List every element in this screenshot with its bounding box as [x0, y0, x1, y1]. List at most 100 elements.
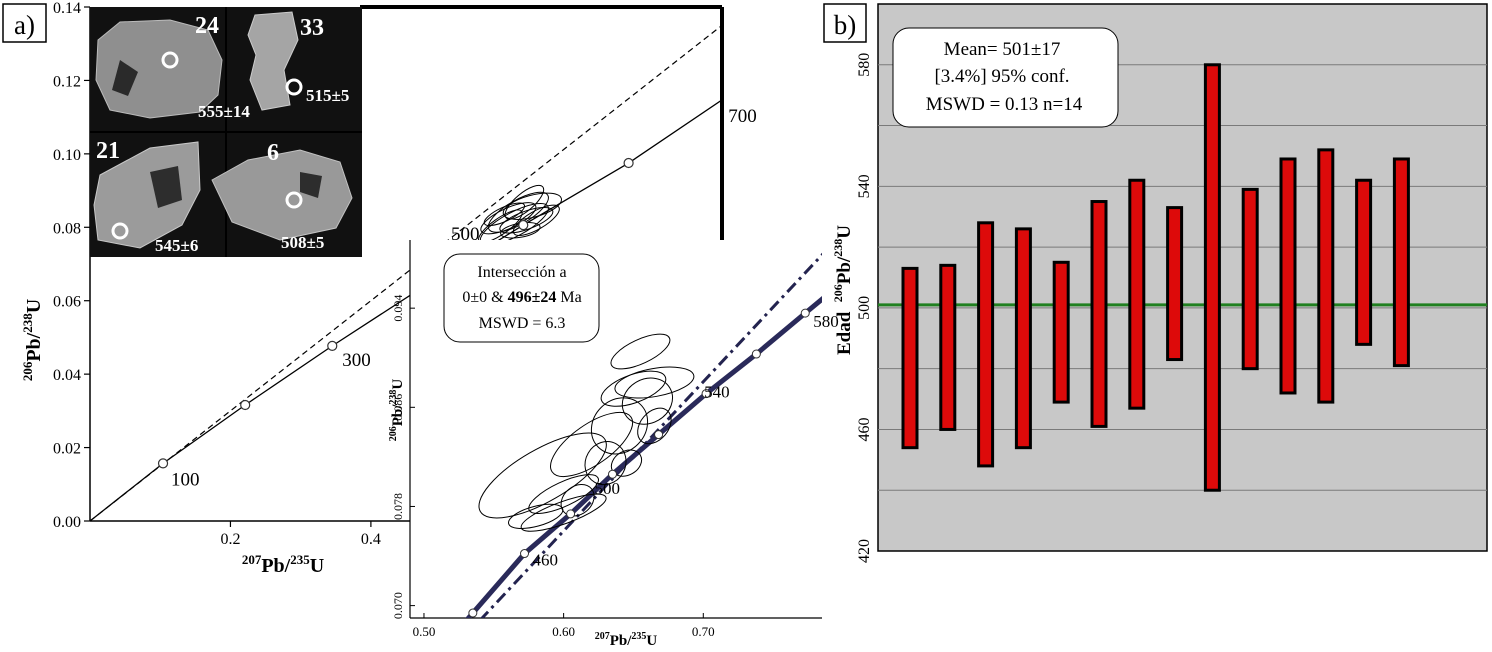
panel-a-x-axis-title: 207Pb/235U	[242, 552, 324, 577]
concordia-age-label: 700	[728, 106, 757, 127]
age-error-bar	[901, 266, 919, 450]
panel-b-annotation-box	[892, 27, 1119, 128]
panel-b-annotation-line2: [3.4%] 95% conf.	[934, 66, 1069, 87]
zoom-x-tick-label: 0.50	[413, 624, 436, 639]
concordia-age-point	[518, 219, 529, 231]
zoom-y-tick-label: 0.078	[391, 493, 405, 520]
error-ellipse	[504, 184, 545, 220]
grain-33-shape	[247, 11, 299, 111]
error-ellipse	[502, 192, 562, 220]
age-error-bar	[977, 221, 995, 468]
age-error-bar	[1317, 148, 1335, 404]
zoom-y-tick-label: 0.070	[391, 592, 405, 619]
zoom-inset-x-axis-title: 207Pb/235U	[595, 631, 658, 649]
age-error-bar	[1392, 157, 1410, 368]
concordia-age-point	[468, 608, 478, 618]
error-ellipse	[528, 474, 599, 514]
concordia-age-point	[701, 389, 711, 399]
y-tick-label: 460	[856, 417, 873, 441]
zoom-inset-annotation-line2: 0±0 & 496±24 Ma	[462, 289, 581, 306]
zoom-x-tick-label: 0.70	[692, 624, 715, 639]
zoom-y-tick-label: 0.094	[391, 295, 405, 322]
grain-6-void	[300, 172, 322, 198]
error-ellipse	[483, 202, 526, 227]
concordia-age-point	[654, 430, 664, 440]
error-ellipse	[590, 397, 649, 455]
zoom-inset-annotation-line1: Intersección a	[477, 264, 566, 281]
zoom-inset-annotation-box	[443, 253, 600, 343]
grain-age-label: 555±14	[198, 102, 250, 121]
y-tick-label: 0.08	[53, 220, 81, 237]
grain-id-label: 21	[96, 138, 120, 164]
error-ellipse	[508, 503, 564, 529]
y-tick-label: 0.14	[53, 0, 81, 17]
panel-b-label-box	[823, 3, 867, 43]
error-ellipse	[560, 483, 595, 517]
zoom-x-tick-label: 0.60	[552, 624, 575, 639]
concordia-age-point	[327, 340, 338, 351]
concordia-age-label: 460	[533, 551, 559, 570]
y-tick-label: 540	[856, 174, 873, 198]
error-ellipse	[584, 441, 627, 486]
panel-b-bar-chart: b) 420 460 500 540 580 Mean= 501±17 [3.4%] 9…	[823, 3, 1488, 563]
y-tick-label: 0.04	[53, 367, 81, 384]
concordia-age-point	[520, 549, 530, 559]
age-error-bar	[1203, 63, 1221, 492]
panel-b-label: b)	[834, 10, 857, 40]
grain-age-label: 508±5	[281, 233, 324, 252]
grain-age-label: 515±5	[306, 86, 349, 105]
panel-b-annotation-line3: MSWD = 0.13 n=14	[926, 94, 1083, 115]
age-error-bar	[1128, 178, 1146, 410]
age-error-bar	[1241, 187, 1259, 371]
y-tick-label: 0.10	[53, 147, 81, 164]
spot-marker	[161, 51, 179, 69]
x-tick-label: 0.4	[361, 531, 381, 548]
y-tick-label: 580	[856, 53, 873, 77]
concordia-age-point	[751, 349, 761, 359]
panel-a-y-axis-title: 206Pb/238U	[20, 299, 45, 381]
concordia-age-point	[240, 399, 251, 411]
zoom-y-tick-label: 0.086	[391, 394, 405, 421]
concordia-age-point	[623, 157, 634, 169]
error-ellipse	[621, 377, 673, 425]
zoom-inset-y-axis-title: 206Pb/238U	[388, 379, 406, 442]
grain-id-label: 33	[300, 15, 324, 41]
zoom-inset-plot: 0.070 0.078 0.086 0.094 0.50 0.60 0.70 460 500 5…	[388, 240, 839, 649]
y-tick-label: 500	[856, 296, 873, 320]
concordia-band	[465, 295, 822, 618]
x-tick-label: 0.2	[220, 531, 240, 548]
concordia-age-point	[800, 308, 810, 318]
age-error-bar	[1279, 157, 1297, 395]
concordia-age-label: 500	[451, 224, 480, 245]
panel-a-concordia: a) 0.000.020.040.060.080.100.120.140.2 0.…	[2, 0, 839, 649]
error-ellipse	[550, 411, 634, 478]
grain-21-void	[150, 166, 182, 208]
concordia-age-label: 300	[342, 350, 371, 371]
age-error-bar	[1052, 260, 1070, 404]
spot-marker	[285, 78, 303, 96]
age-error-bar	[1355, 178, 1373, 346]
concordia-age-label: 100	[171, 469, 200, 490]
concordia-age-point	[566, 509, 576, 519]
grain-6-shape	[211, 149, 353, 241]
y-tick-label: 0.00	[53, 514, 81, 531]
y-tick-label: 0.06	[53, 294, 81, 311]
grain-id-label: 6	[267, 140, 279, 166]
grain-id-label: 24	[195, 13, 219, 39]
panel-a-label: a)	[14, 10, 35, 40]
error-ellipse	[478, 432, 607, 519]
panel-a-label-box	[2, 3, 47, 43]
reference-line	[89, 24, 723, 522]
age-error-bar	[1014, 227, 1032, 450]
age-error-bar	[1166, 206, 1184, 362]
error-ellipse	[610, 333, 671, 370]
concordia-age-point	[157, 458, 169, 469]
spot-marker	[285, 191, 303, 209]
error-ellipse	[614, 366, 695, 399]
y-tick-label: 0.12	[53, 73, 81, 90]
zoom-inset-annotation-line3: MSWD = 6.3	[479, 315, 566, 332]
panel-a-plot: 0.00 0.02 0.04 0.06 0.08 0.10 0.12 0.14 0.2 0.4 1…	[53, 0, 757, 548]
concordia-age-point	[608, 469, 618, 479]
concordia-age-label: 580	[813, 312, 839, 331]
y-tick-label: 0.02	[53, 441, 81, 458]
